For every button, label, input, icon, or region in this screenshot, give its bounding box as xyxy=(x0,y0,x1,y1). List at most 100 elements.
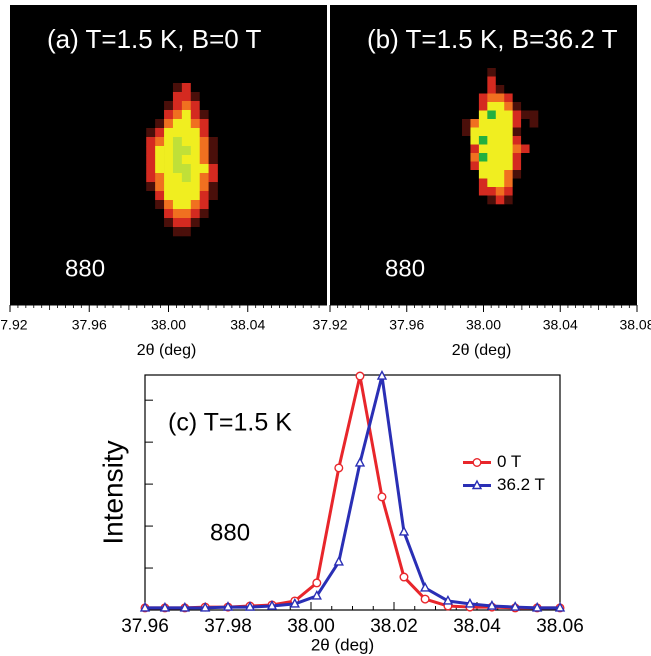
x-tick-label: 38.06 xyxy=(536,616,584,637)
heatmap-cell xyxy=(172,209,183,219)
heatmap-cell xyxy=(199,218,209,228)
heatmap-cell xyxy=(199,110,209,120)
heatmap-cell xyxy=(164,182,174,192)
heatmap-cell xyxy=(487,110,497,120)
data-point xyxy=(355,371,365,381)
heatmap-cell xyxy=(487,178,497,188)
heatmap-cell xyxy=(164,173,174,183)
heatmap-cell xyxy=(512,195,522,205)
heatmap-cell xyxy=(521,76,530,86)
heatmap-cell xyxy=(521,170,530,179)
heatmap-cell xyxy=(164,191,174,201)
heatmap-cell xyxy=(208,146,218,156)
heatmap-cell xyxy=(155,227,165,237)
x-axis-label: 2θ (deg) xyxy=(452,342,512,359)
data-point xyxy=(244,601,256,611)
heatmap-cell xyxy=(504,110,513,120)
heatmap-cell xyxy=(164,119,174,129)
heatmap-cell xyxy=(190,83,201,93)
heatmap-cell xyxy=(512,85,522,94)
heatmap-cell xyxy=(208,83,218,93)
heatmap-cell xyxy=(529,119,539,128)
legend-marker xyxy=(471,479,483,490)
heatmap-cell xyxy=(504,136,513,145)
x-tick-label: 38.04 xyxy=(230,317,265,333)
heatmap-cell xyxy=(208,128,218,138)
heatmap-cell xyxy=(146,128,156,138)
heatmap-cell xyxy=(495,127,505,137)
heatmap-cell xyxy=(504,153,513,162)
heatmap-cell xyxy=(529,85,539,94)
heatmap-cell xyxy=(470,93,480,103)
annotation: 880 xyxy=(385,255,425,282)
heatmap-cell xyxy=(181,128,192,138)
heatmap-cell xyxy=(146,119,156,129)
heatmap-cell xyxy=(181,83,192,93)
data-point xyxy=(510,601,521,611)
heatmap-cell xyxy=(190,110,201,120)
heatmap-cell xyxy=(478,161,488,171)
heatmap-cell xyxy=(462,178,471,188)
heatmap-cell xyxy=(478,195,488,205)
heatmap-cell xyxy=(512,68,522,77)
heatmap-cell xyxy=(146,137,156,147)
heatmap-cell xyxy=(172,137,183,147)
data-point xyxy=(554,601,566,612)
x-tick-label: 38.04 xyxy=(453,616,501,637)
heatmap-cell xyxy=(181,218,192,228)
heatmap-cell xyxy=(155,92,165,102)
x-tick-label: 38.00 xyxy=(287,616,335,637)
heatmap-cell xyxy=(521,161,530,171)
heatmap-cell xyxy=(470,110,480,120)
heatmap-cell xyxy=(208,92,218,102)
heatmap-cell xyxy=(190,191,201,201)
heatmap-cell xyxy=(512,161,522,171)
y-axis-label: Intensity xyxy=(97,440,128,544)
heatmap-cell xyxy=(462,110,471,120)
heatmap-cell xyxy=(478,119,488,128)
heatmap-cell xyxy=(495,102,505,111)
heatmap-cell xyxy=(155,209,165,219)
data-point xyxy=(354,456,366,467)
heatmap-cell xyxy=(504,85,513,94)
annotation: 880 xyxy=(65,255,105,282)
heatmap-cell xyxy=(487,127,497,137)
heatmap-cell xyxy=(504,161,513,171)
heatmap-cell xyxy=(487,161,497,171)
heatmap-cell xyxy=(529,178,539,188)
heatmap-cell xyxy=(172,164,183,174)
heatmap-cell xyxy=(155,83,165,93)
heatmap-cell xyxy=(529,153,539,162)
heatmap-cell xyxy=(172,200,183,210)
heatmap-cell xyxy=(155,128,165,138)
heatmap-cell xyxy=(521,110,530,120)
heatmap-cell xyxy=(146,101,156,111)
heatmap-cell xyxy=(470,144,480,154)
heatmap-cell xyxy=(504,68,513,77)
x-tick-label: 38.08 xyxy=(619,317,651,333)
heatmap-cell xyxy=(478,93,488,103)
heatmap-cell xyxy=(199,83,209,93)
heatmap-cell xyxy=(172,110,183,120)
heatmap-cell xyxy=(155,101,165,111)
heatmap-cell xyxy=(199,146,209,156)
heatmap-cell xyxy=(181,200,192,210)
heatmap-cell xyxy=(199,137,209,147)
heatmap-cell xyxy=(495,93,505,103)
heatmap-cell xyxy=(462,102,471,111)
data-point xyxy=(486,600,498,610)
heatmap-cell xyxy=(504,170,513,179)
data-point xyxy=(311,589,322,600)
x-tick-label: 37.92 xyxy=(312,317,347,333)
heatmap-cell xyxy=(164,155,174,165)
heatmap-cell xyxy=(164,128,174,138)
heatmap-cell xyxy=(512,153,522,162)
heatmap-cell xyxy=(190,218,201,228)
heatmap-cell xyxy=(478,153,488,162)
data-point xyxy=(420,594,430,604)
heatmap-cell xyxy=(181,155,192,165)
heatmap-cell xyxy=(495,153,505,162)
heatmap-cell xyxy=(155,119,165,129)
data-point xyxy=(159,601,171,612)
data-point xyxy=(377,492,387,502)
